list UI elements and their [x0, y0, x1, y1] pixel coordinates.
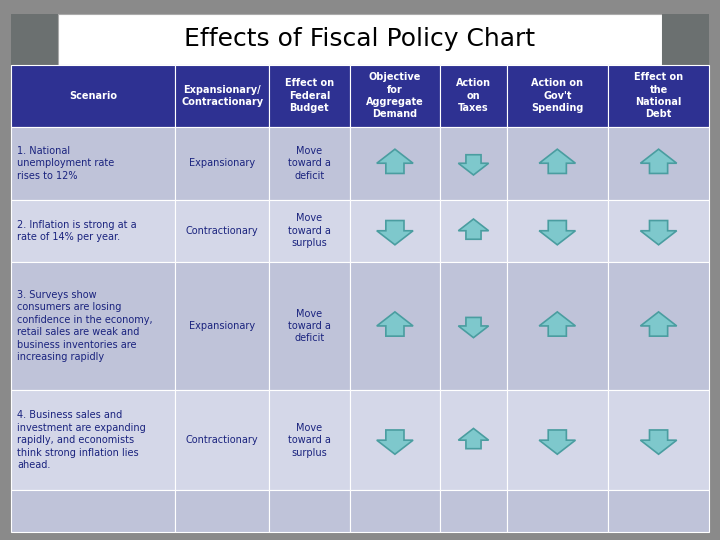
Polygon shape: [539, 430, 575, 454]
Text: Move
toward a
surplus: Move toward a surplus: [288, 213, 330, 248]
Bar: [608, 262, 709, 390]
Bar: [175, 390, 269, 490]
Bar: [441, 200, 507, 262]
Bar: [349, 490, 441, 532]
Text: Move
toward a
deficit: Move toward a deficit: [288, 308, 330, 343]
Polygon shape: [459, 318, 489, 338]
Bar: [507, 127, 608, 200]
Text: Scenario: Scenario: [69, 91, 117, 101]
Polygon shape: [377, 312, 413, 336]
Bar: [269, 490, 349, 532]
Bar: [11, 390, 175, 490]
Text: Effects of Fiscal Policy Chart: Effects of Fiscal Policy Chart: [184, 27, 536, 51]
Polygon shape: [377, 430, 413, 454]
Polygon shape: [640, 312, 677, 336]
Text: Contractionary: Contractionary: [186, 435, 258, 445]
Bar: [507, 390, 608, 490]
Polygon shape: [459, 428, 489, 449]
Bar: [11, 65, 175, 127]
Bar: [58, 14, 662, 65]
Text: 1. National
unemployment rate
rises to 12%: 1. National unemployment rate rises to 1…: [17, 146, 114, 181]
Bar: [441, 262, 507, 390]
Text: Effect on
the
National
Debt: Effect on the National Debt: [634, 72, 683, 119]
Text: Move
toward a
surplus: Move toward a surplus: [288, 423, 330, 457]
Bar: [349, 200, 441, 262]
Bar: [269, 200, 349, 262]
Bar: [175, 200, 269, 262]
Polygon shape: [539, 149, 575, 173]
Bar: [11, 490, 175, 532]
Bar: [11, 262, 175, 390]
Text: Contractionary: Contractionary: [186, 226, 258, 236]
Bar: [608, 390, 709, 490]
Bar: [441, 490, 507, 532]
Bar: [662, 14, 709, 65]
Polygon shape: [539, 312, 575, 336]
Text: 3. Surveys show
consumers are losing
confidence in the economy,
retail sales are: 3. Surveys show consumers are losing con…: [17, 290, 153, 362]
Bar: [269, 127, 349, 200]
Bar: [507, 65, 608, 127]
Bar: [349, 262, 441, 390]
Polygon shape: [459, 155, 489, 175]
Bar: [507, 490, 608, 532]
Bar: [441, 390, 507, 490]
Text: Expansionary: Expansionary: [189, 158, 255, 168]
Polygon shape: [640, 430, 677, 454]
Bar: [269, 65, 349, 127]
Text: 4. Business sales and
investment are expanding
rapidly, and economists
think str: 4. Business sales and investment are exp…: [17, 410, 146, 470]
Bar: [507, 200, 608, 262]
Bar: [175, 262, 269, 390]
Text: 2. Inflation is strong at a
rate of 14% per year.: 2. Inflation is strong at a rate of 14% …: [17, 220, 137, 242]
Bar: [441, 127, 507, 200]
Bar: [11, 200, 175, 262]
Bar: [349, 390, 441, 490]
Polygon shape: [640, 220, 677, 245]
Bar: [175, 127, 269, 200]
Text: Expansionary/
Contractionary: Expansionary/ Contractionary: [181, 85, 263, 107]
Polygon shape: [377, 149, 413, 173]
Text: Expansionary: Expansionary: [189, 321, 255, 331]
Bar: [349, 65, 441, 127]
Bar: [507, 262, 608, 390]
Polygon shape: [539, 220, 575, 245]
Bar: [608, 200, 709, 262]
Bar: [349, 127, 441, 200]
Text: Objective
for
Aggregate
Demand: Objective for Aggregate Demand: [366, 72, 424, 119]
Bar: [175, 490, 269, 532]
Polygon shape: [640, 149, 677, 173]
Bar: [269, 262, 349, 390]
Bar: [269, 390, 349, 490]
Polygon shape: [377, 220, 413, 245]
Text: Effect on
Federal
Budget: Effect on Federal Budget: [285, 78, 334, 113]
Bar: [175, 65, 269, 127]
Bar: [608, 65, 709, 127]
Text: Move
toward a
deficit: Move toward a deficit: [288, 146, 330, 181]
Text: Action
on
Taxes: Action on Taxes: [456, 78, 491, 113]
Bar: [11, 127, 175, 200]
Bar: [608, 490, 709, 532]
Bar: [441, 65, 507, 127]
Bar: [11, 14, 58, 65]
Text: Action on
Gov't
Spending: Action on Gov't Spending: [531, 78, 583, 113]
Polygon shape: [459, 219, 489, 239]
Bar: [608, 127, 709, 200]
